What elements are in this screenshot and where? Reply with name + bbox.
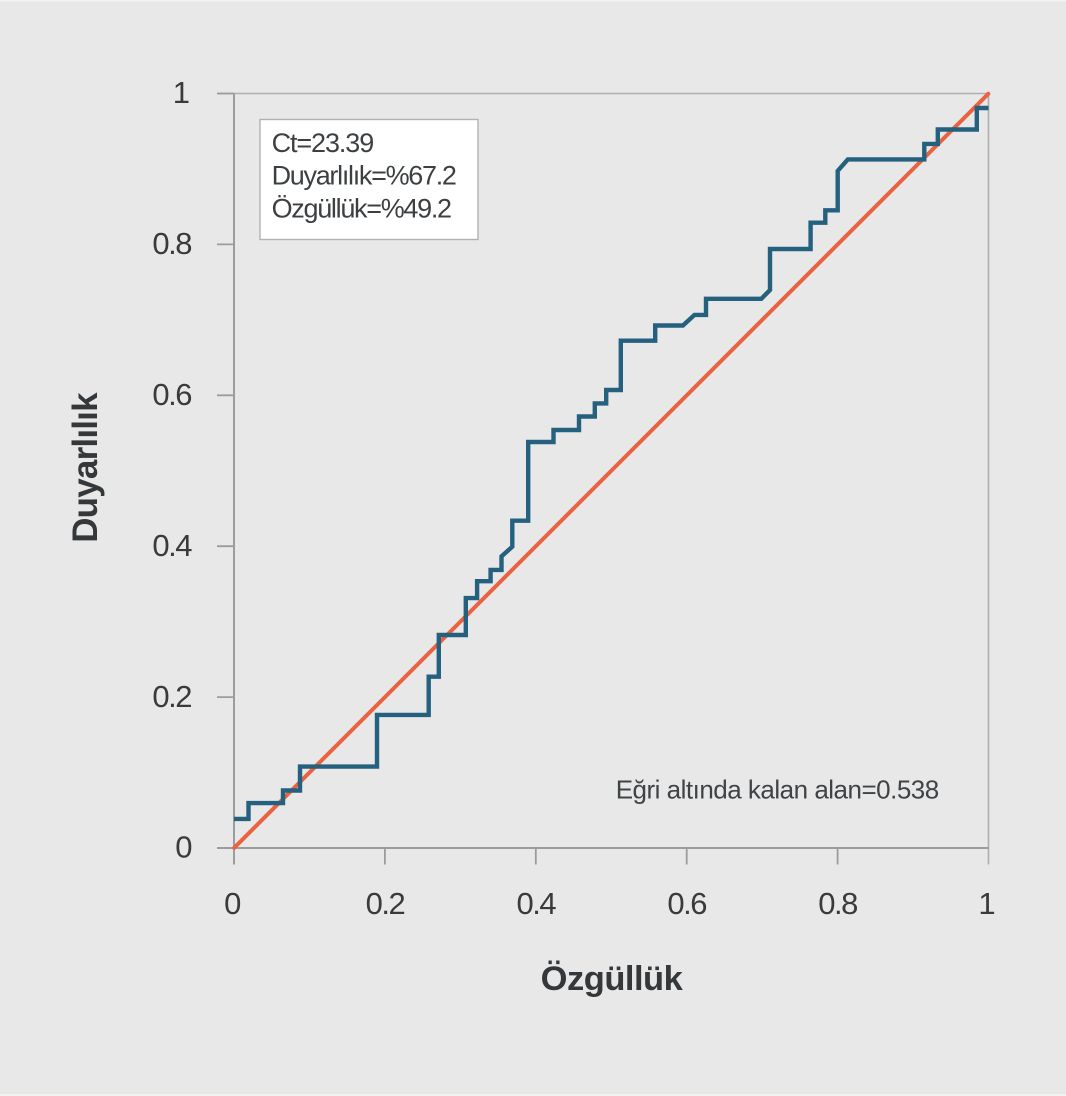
svg-text:0.4: 0.4 bbox=[152, 528, 192, 563]
svg-text:0.2: 0.2 bbox=[152, 679, 191, 714]
svg-text:0.6: 0.6 bbox=[667, 886, 706, 921]
svg-text:0.4: 0.4 bbox=[516, 886, 556, 921]
svg-text:0.2: 0.2 bbox=[366, 886, 405, 921]
svg-text:Ct=23.39: Ct=23.39 bbox=[272, 128, 374, 158]
svg-text:0.8: 0.8 bbox=[152, 226, 191, 261]
svg-text:1: 1 bbox=[978, 886, 994, 921]
svg-text:Özgüllük=%49.2: Özgüllük=%49.2 bbox=[272, 194, 451, 224]
svg-text:Duyarlılık=%67.2: Duyarlılık=%67.2 bbox=[272, 161, 456, 191]
svg-text:Eğri altında kalan alan=0.538: Eğri altında kalan alan=0.538 bbox=[616, 774, 939, 804]
svg-text:0.6: 0.6 bbox=[152, 377, 191, 412]
svg-text:1: 1 bbox=[173, 75, 189, 110]
svg-text:0: 0 bbox=[224, 886, 241, 921]
svg-text:Duyarlılık: Duyarlılık bbox=[66, 392, 105, 543]
svg-text:0.8: 0.8 bbox=[818, 886, 857, 921]
svg-text:0: 0 bbox=[175, 830, 192, 865]
svg-text:Özgüllük: Özgüllük bbox=[541, 959, 684, 998]
